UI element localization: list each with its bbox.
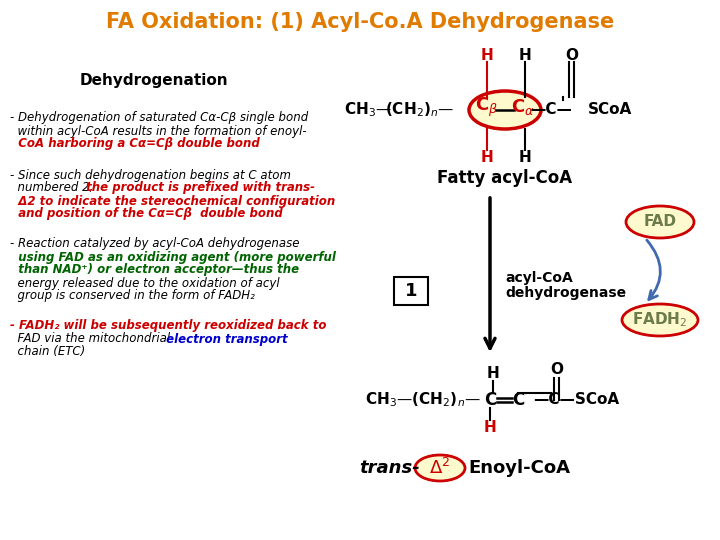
Ellipse shape xyxy=(469,91,541,129)
FancyBboxPatch shape xyxy=(394,277,428,305)
Ellipse shape xyxy=(626,206,694,238)
Text: FAD: FAD xyxy=(644,214,677,230)
Text: —C—: —C— xyxy=(530,103,572,118)
Text: the product is prefixed with trans-: the product is prefixed with trans- xyxy=(82,181,315,194)
Text: H: H xyxy=(487,366,500,381)
Text: $\Delta^2$: $\Delta^2$ xyxy=(429,458,451,478)
Text: and position of the Cα=Cβ  double bond: and position of the Cα=Cβ double bond xyxy=(10,207,283,220)
Text: CH$_3$—(CH$_2$)$_n$—: CH$_3$—(CH$_2$)$_n$— xyxy=(365,390,481,409)
Text: Dehydrogenation: Dehydrogenation xyxy=(80,72,229,87)
Text: electron transport: electron transport xyxy=(162,333,287,346)
Text: - FADH₂ will be subsequently reoxidized back to: - FADH₂ will be subsequently reoxidized … xyxy=(10,320,326,333)
Text: - Since such dehydrogenation begins at C atom: - Since such dehydrogenation begins at C… xyxy=(10,168,291,181)
Text: C: C xyxy=(512,391,524,409)
Text: trans-: trans- xyxy=(359,459,420,477)
Text: group is conserved in the form of FADH₂: group is conserved in the form of FADH₂ xyxy=(10,289,255,302)
FancyArrowPatch shape xyxy=(647,240,660,300)
Text: CoA harboring a Cα=Cβ double bond: CoA harboring a Cα=Cβ double bond xyxy=(10,138,260,151)
Text: SCoA: SCoA xyxy=(588,103,632,118)
Text: C$_\beta$: C$_\beta$ xyxy=(475,96,498,119)
Text: - Reaction catalyzed by acyl-CoA dehydrogenase: - Reaction catalyzed by acyl-CoA dehydro… xyxy=(10,238,300,251)
Text: H: H xyxy=(518,48,531,63)
Text: H: H xyxy=(481,48,493,63)
Text: numbered 2,: numbered 2, xyxy=(10,181,94,194)
Text: within acyl-CoA results in the formation of enoyl-: within acyl-CoA results in the formation… xyxy=(10,125,307,138)
Text: CH$_3$—: CH$_3$— xyxy=(344,100,392,119)
Ellipse shape xyxy=(415,455,465,481)
Text: H: H xyxy=(484,421,496,435)
Ellipse shape xyxy=(622,304,698,336)
Text: H: H xyxy=(518,151,531,165)
Text: C$_\alpha$: C$_\alpha$ xyxy=(511,97,535,117)
Text: 1: 1 xyxy=(405,282,418,300)
Text: FA Oxidation: (1) Acyl-Co.A Dehydrogenase: FA Oxidation: (1) Acyl-Co.A Dehydrogenas… xyxy=(106,12,614,32)
Text: using FAD as an oxidizing agent (more powerful: using FAD as an oxidizing agent (more po… xyxy=(10,251,336,264)
Text: O: O xyxy=(565,48,578,63)
Text: —C—SCoA: —C—SCoA xyxy=(533,393,619,408)
Text: acyl-CoA: acyl-CoA xyxy=(505,271,572,285)
Text: Enoyl-CoA: Enoyl-CoA xyxy=(468,459,570,477)
Text: chain (ETC): chain (ETC) xyxy=(10,346,85,359)
Text: H: H xyxy=(481,151,493,165)
Text: Fatty acyl-CoA: Fatty acyl-CoA xyxy=(438,169,572,187)
Text: dehydrogenase: dehydrogenase xyxy=(505,286,626,300)
Text: (CH$_2$)$_n$—: (CH$_2$)$_n$— xyxy=(385,100,454,119)
Text: C: C xyxy=(484,391,496,409)
Text: Δ2 to indicate the stereochemical configuration: Δ2 to indicate the stereochemical config… xyxy=(10,194,336,207)
Text: O: O xyxy=(551,362,564,377)
Text: FAD via the mitochondrial: FAD via the mitochondrial xyxy=(10,333,170,346)
Text: - Dehydrogenation of saturated Cα-Cβ single bond: - Dehydrogenation of saturated Cα-Cβ sin… xyxy=(10,111,308,125)
Text: FADH$_2$: FADH$_2$ xyxy=(632,310,688,329)
Text: than NAD⁺) or electron acceptor—thus the: than NAD⁺) or electron acceptor—thus the xyxy=(10,264,299,276)
Text: energy released due to the oxidation of acyl: energy released due to the oxidation of … xyxy=(10,276,279,289)
